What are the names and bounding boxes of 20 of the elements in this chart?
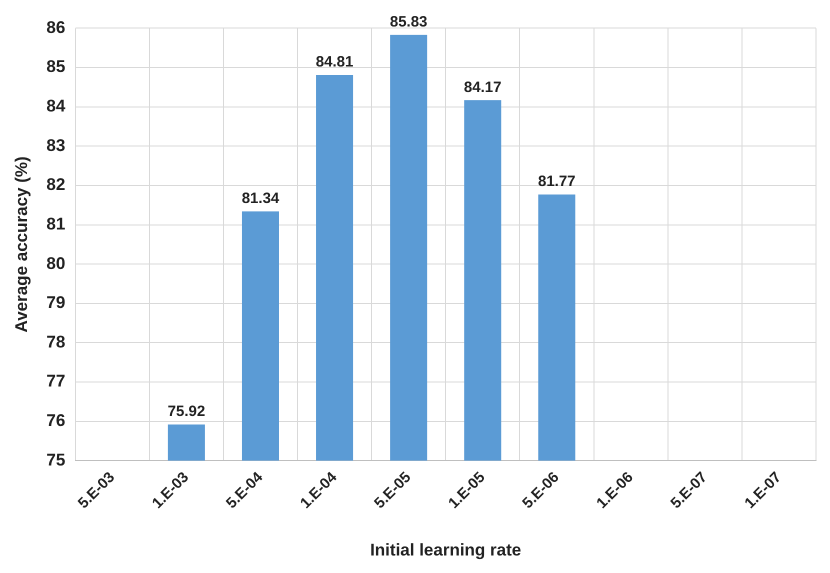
- data-label: 85.83: [390, 14, 428, 31]
- y-tick-label: 83: [46, 136, 66, 155]
- data-label: 81.34: [242, 190, 280, 208]
- y-tick-label: 85: [46, 57, 66, 76]
- y-tick-label: 86: [46, 18, 66, 37]
- y-tick-label: 82: [46, 175, 66, 194]
- data-label: 75.92: [168, 403, 206, 420]
- x-axis-title: Initial learning rate: [370, 540, 522, 560]
- y-tick-label: 80: [46, 254, 66, 273]
- data-label: 84.17: [464, 78, 502, 96]
- y-tick-label: 79: [46, 293, 66, 312]
- y-tick-label: 81: [46, 214, 66, 234]
- data-label: 81.77: [538, 173, 576, 190]
- y-tick-label: 78: [46, 332, 66, 352]
- y-tick-label: 77: [46, 372, 66, 391]
- y-tick-label: 76: [46, 411, 66, 430]
- y-axis-title: Average accuracy (%): [12, 156, 31, 332]
- y-tick-label: 75: [46, 450, 66, 470]
- data-label: 84.81: [316, 54, 354, 71]
- y-tick-label: 84: [46, 96, 66, 116]
